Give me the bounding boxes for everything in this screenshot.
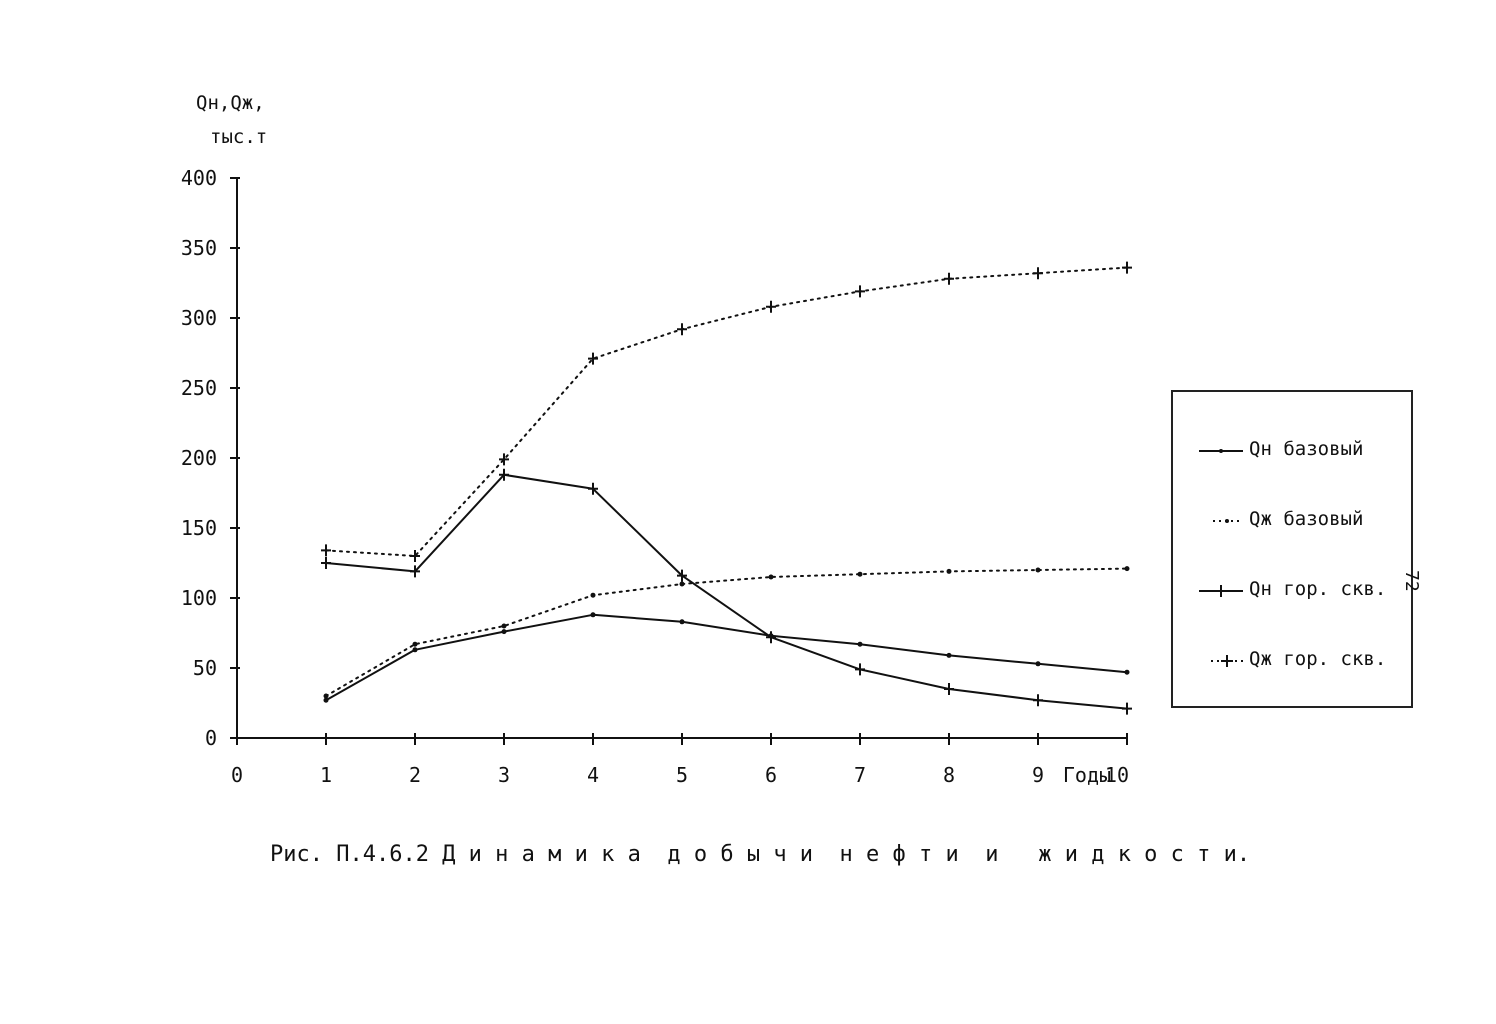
series-1-point-2 bbox=[501, 623, 507, 629]
legend-swatch-qn-hor bbox=[1199, 585, 1243, 597]
series-2-point-0 bbox=[321, 557, 331, 569]
y-tick-label-350: 350 bbox=[181, 236, 217, 260]
legend-item-qn-hor: Qн гор. скв. bbox=[1173, 570, 1413, 610]
series-line-2 bbox=[325, 473, 1128, 710]
figure-caption: Рис. П.4.6.2 Д и н а м и к а д о б ы ч и… bbox=[270, 842, 1251, 867]
x-tick-label-5: 5 bbox=[676, 763, 688, 787]
series-0-point-0 bbox=[323, 697, 329, 703]
x-tick-label-3: 3 bbox=[498, 763, 510, 787]
series-3-point-3 bbox=[588, 352, 598, 365]
series-2-point-5 bbox=[766, 631, 776, 644]
series-line-1 bbox=[325, 567, 1128, 697]
x-tick-label-7: 7 bbox=[854, 763, 866, 787]
legend-swatch-qzh-base bbox=[1213, 519, 1243, 523]
legend-item-qzh-hor: Qж гор. скв. bbox=[1173, 640, 1413, 680]
series-2-point-8 bbox=[1033, 694, 1043, 707]
y-tick-label-400: 400 bbox=[181, 166, 217, 190]
x-tick-label-8: 8 bbox=[943, 763, 955, 787]
legend-label-qn-hor: Qн гор. скв. bbox=[1249, 578, 1387, 600]
series-0-point-8 bbox=[1035, 661, 1041, 667]
series-3-point-8 bbox=[1033, 267, 1043, 280]
legend-swatch-qzh-hor bbox=[1211, 655, 1243, 667]
y-tick-label-0: 0 bbox=[205, 726, 217, 750]
series-0-point-1 bbox=[412, 647, 418, 653]
series-2-point-7 bbox=[944, 683, 954, 695]
series-0-point-3 bbox=[590, 612, 596, 618]
legend-label-qzh-base: Qж базовый bbox=[1249, 508, 1364, 530]
series-3-point-9 bbox=[1122, 261, 1132, 274]
x-tick-label-2: 2 bbox=[409, 763, 421, 787]
series-2-point-2 bbox=[499, 468, 509, 481]
x-tick-label-9: 9 bbox=[1032, 763, 1044, 787]
legend: Qн базовый Qж базовый Qн гор. скв. Qж го… bbox=[1171, 390, 1413, 708]
y-axis-label-line2: тыс.т bbox=[210, 126, 268, 148]
x-tick-label-1: 1 bbox=[320, 763, 332, 787]
series-3-point-1 bbox=[410, 550, 420, 562]
series-3-point-0 bbox=[321, 544, 331, 557]
series-2-point-3 bbox=[588, 482, 598, 495]
y-tick-label-100: 100 bbox=[181, 586, 217, 610]
series-0-point-4 bbox=[679, 619, 685, 625]
x-axis-label: Годы bbox=[1063, 763, 1111, 787]
y-tick-label-50: 50 bbox=[193, 656, 217, 680]
series-1-point-6 bbox=[857, 571, 863, 577]
page-number: 72 bbox=[1401, 570, 1422, 592]
y-tick-label-300: 300 bbox=[181, 306, 217, 330]
legend-label-qzh-hor: Qж гор. скв. bbox=[1249, 648, 1387, 670]
series-0-point-2 bbox=[501, 629, 507, 635]
series-1-point-9 bbox=[1124, 566, 1130, 572]
x-tick-label-10: 10 bbox=[1105, 763, 1129, 787]
y-tick-label-250: 250 bbox=[181, 376, 217, 400]
series-3-point-6 bbox=[855, 285, 865, 298]
series-2-point-6 bbox=[855, 663, 865, 676]
y-tick-label-200: 200 bbox=[181, 446, 217, 470]
y-axis-label-line1: Qн,Qж, bbox=[196, 92, 265, 114]
y-tick-label-150: 150 bbox=[181, 516, 217, 540]
series-3-point-7 bbox=[944, 272, 954, 285]
x-tick-label-4: 4 bbox=[587, 763, 599, 787]
legend-label-qn-base: Qн базовый bbox=[1249, 438, 1364, 460]
legend-swatch-qn-base bbox=[1199, 449, 1243, 453]
series-3-point-4 bbox=[677, 323, 687, 336]
series-1-point-4 bbox=[679, 581, 685, 587]
x-tick-label-0: 0 bbox=[231, 763, 243, 787]
series-1-point-7 bbox=[946, 568, 952, 574]
x-tick-label-6: 6 bbox=[765, 763, 777, 787]
series-1-point-0 bbox=[323, 693, 329, 699]
series-0-point-9 bbox=[1124, 669, 1130, 675]
series-line-3 bbox=[325, 266, 1128, 557]
series-3-point-2 bbox=[499, 453, 509, 466]
series-0-point-6 bbox=[857, 641, 863, 647]
series-1-point-5 bbox=[768, 574, 774, 580]
series-3-point-5 bbox=[766, 300, 776, 313]
legend-item-qn-base: Qн базовый bbox=[1173, 430, 1413, 470]
series-2-point-9 bbox=[1122, 702, 1132, 715]
series-2-point-1 bbox=[410, 565, 420, 578]
legend-item-qzh-base: Qж базовый bbox=[1173, 500, 1413, 540]
series-1-point-8 bbox=[1035, 567, 1041, 573]
series-1-point-1 bbox=[412, 641, 418, 647]
series-0-point-7 bbox=[946, 652, 952, 658]
series-1-point-3 bbox=[590, 592, 596, 598]
series-2-point-4 bbox=[677, 569, 687, 582]
series-line-0 bbox=[325, 613, 1128, 702]
